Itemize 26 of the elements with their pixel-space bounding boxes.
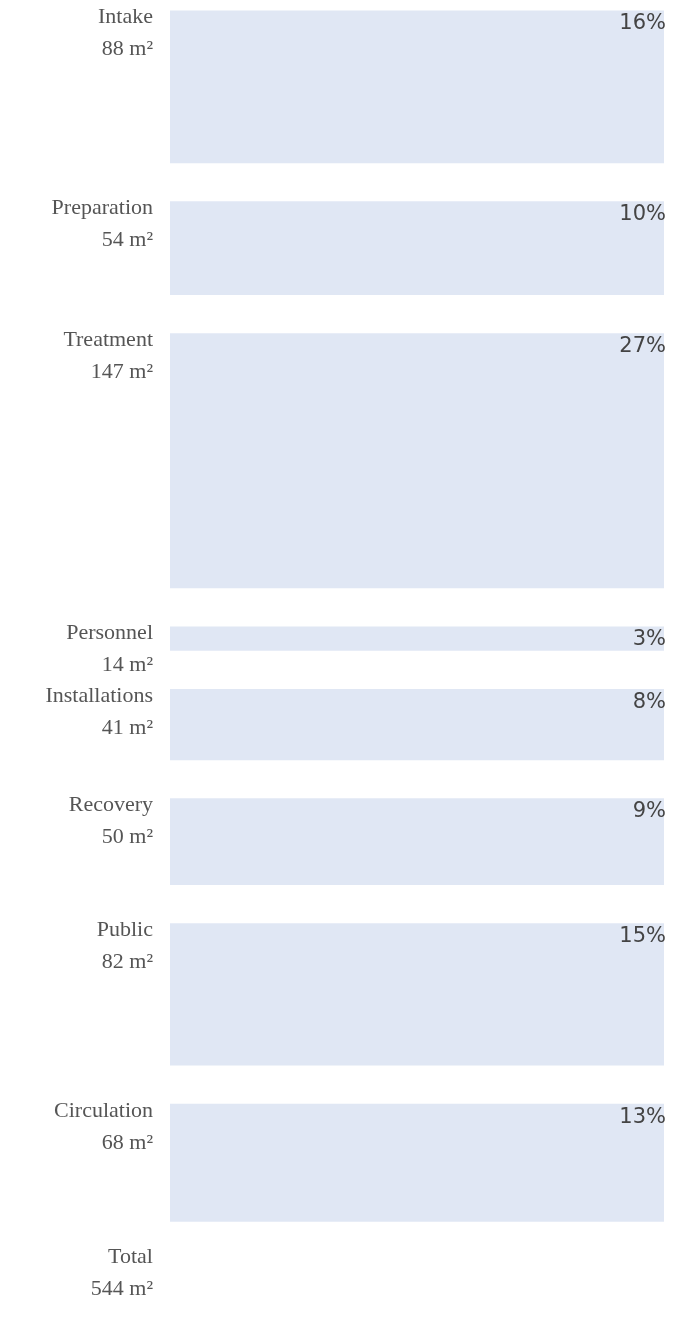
text: 544 m² [90,1274,154,1300]
category-label: Personnel [66,619,153,645]
data-label: 54 m² [101,226,154,252]
text: 9% [632,798,666,823]
text: Total [108,1242,153,1268]
category-label: Public [96,916,154,942]
text: 3% [632,626,666,651]
text: 13% [619,1103,666,1128]
text: 16% [619,10,666,35]
data-label: 14 m² [101,651,154,677]
data-label: 68 m² [101,1128,154,1154]
text: 8% [632,688,666,713]
data-label: 41 m² [101,713,154,739]
category-label: Circulation [54,1096,153,1122]
category-label: Preparation [51,194,153,220]
data-label: 88 m² [101,35,154,61]
text: 15% [619,923,666,948]
text: 10% [619,201,666,226]
data-label: 50 m² [101,823,154,849]
data-label: 147 m² [90,358,154,384]
category-label: Recovery [68,791,153,817]
category-label: Intake [98,3,153,29]
data-label: 82 m² [101,948,154,974]
text: 27% [619,333,666,358]
category-label: Treatment [63,326,153,352]
category-label: Installations [45,681,153,707]
